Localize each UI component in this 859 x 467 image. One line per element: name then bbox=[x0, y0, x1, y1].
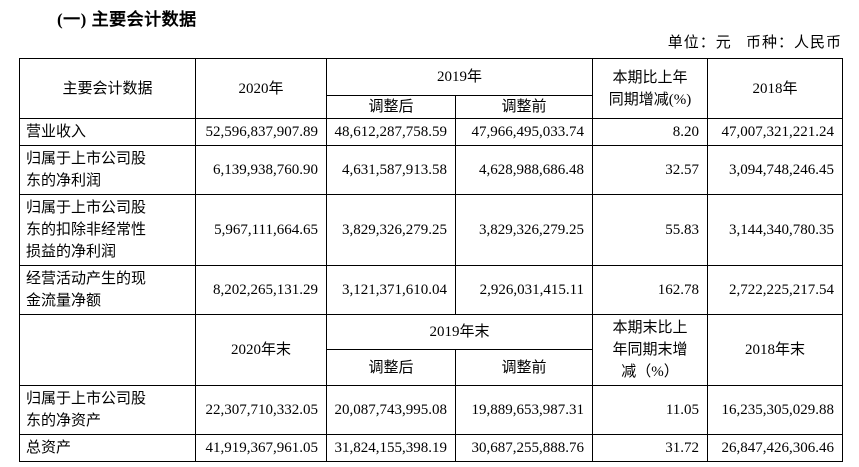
cell-2019-adjusted: 20,087,743,995.08 bbox=[326, 385, 456, 435]
header-pct-change-end: 本期末比上 年同期末增 减（%） bbox=[592, 314, 709, 386]
table-row-net-profit: 归属于上市公司股 东的净利润 6,139,938,760.90 4,631,58… bbox=[19, 145, 844, 195]
header-subrow-annual: 调整后 调整前 bbox=[20, 95, 843, 119]
cell-pct: 32.57 bbox=[592, 145, 709, 195]
cell-2019-adjusted: 4,631,587,913.58 bbox=[326, 145, 456, 195]
header-adjusted-after: 调整后 bbox=[326, 95, 456, 119]
header-adjusted-before: 调整前 bbox=[454, 95, 594, 119]
header-2019: 2019年 bbox=[325, 58, 594, 96]
cell-pct: 55.83 bbox=[592, 194, 709, 266]
table-row-net-profit-excl-nonrecurring: 归属于上市公司股 东的扣除非经常性 损益的净利润 5,967,111,664.6… bbox=[19, 194, 844, 266]
header-2018: 2018年 bbox=[707, 58, 844, 119]
row-label: 归属于上市公司股 东的净资产 bbox=[19, 385, 196, 435]
table-row-net-assets: 归属于上市公司股 东的净资产 22,307,710,332.05 20,087,… bbox=[19, 385, 844, 435]
cell-2020: 41,919,367,961.05 bbox=[195, 434, 327, 462]
row-label: 归属于上市公司股 东的净利润 bbox=[19, 145, 196, 195]
cell-2020: 22,307,710,332.05 bbox=[195, 385, 327, 435]
header-row-annual: 主要会计数据 2020年 2019年 本期比上年 同期增减(%) 2018年 bbox=[19, 58, 844, 119]
cell-pct: 162.78 bbox=[592, 265, 709, 315]
financial-data-table: 主要会计数据 2020年 2019年 本期比上年 同期增减(%) 2018年 调… bbox=[19, 58, 844, 462]
header-2018-end: 2018年末 bbox=[707, 314, 844, 386]
cell-2019-before: 47,966,495,033.74 bbox=[454, 118, 594, 146]
row-label: 归属于上市公司股 东的扣除非经常性 损益的净利润 bbox=[19, 194, 196, 266]
cell-2020: 8,202,265,131.29 bbox=[195, 265, 327, 315]
cell-pct: 8.20 bbox=[592, 118, 709, 146]
cell-2020: 6,139,938,760.90 bbox=[195, 145, 327, 195]
cell-2019-before: 2,926,031,415.11 bbox=[454, 265, 594, 315]
cell-2019-adjusted: 48,612,287,758.59 bbox=[326, 118, 456, 146]
cell-2019-adjusted: 31,824,155,398.19 bbox=[326, 434, 456, 462]
cell-2019-adjusted: 3,829,326,279.25 bbox=[326, 194, 456, 266]
cell-2020: 52,596,837,907.89 bbox=[195, 118, 327, 146]
row-label: 经营活动产生的现 金流量净额 bbox=[19, 265, 196, 315]
currency-unit-note: 单位：元 币种：人民币 bbox=[667, 35, 842, 51]
header-main-label-empty bbox=[19, 314, 196, 386]
cell-2018: 2,722,225,217.54 bbox=[707, 265, 844, 315]
header-subrow-period-end: 调整后 调整前 bbox=[20, 349, 843, 386]
table-row-operating-cash-flow: 经营活动产生的现 金流量净额 8,202,265,131.29 3,121,37… bbox=[19, 265, 844, 315]
cell-2018: 47,007,321,221.24 bbox=[707, 118, 844, 146]
cell-2019-before: 19,889,653,987.31 bbox=[454, 385, 594, 435]
header-row-period-end: 2020年末 2019年末 本期末比上 年同期末增 减（%） 2018年末 bbox=[19, 314, 844, 386]
table-row-revenue: 营业收入 52,596,837,907.89 48,612,287,758.59… bbox=[19, 118, 844, 146]
cell-2019-before: 30,687,255,888.76 bbox=[454, 434, 594, 462]
cell-pct: 11.05 bbox=[592, 385, 709, 435]
cell-2019-adjusted: 3,121,371,610.04 bbox=[326, 265, 456, 315]
row-label: 总资产 bbox=[19, 434, 196, 462]
cell-2018: 3,094,748,246.45 bbox=[707, 145, 844, 195]
section-title: (一) 主要会计数据 bbox=[57, 10, 197, 29]
cell-2020: 5,967,111,664.65 bbox=[195, 194, 327, 266]
header-pct-change: 本期比上年 同期增减(%) bbox=[592, 58, 709, 119]
cell-2019-before: 4,628,988,686.48 bbox=[454, 145, 594, 195]
cell-2018: 16,235,305,029.88 bbox=[707, 385, 844, 435]
header-main-label: 主要会计数据 bbox=[19, 58, 196, 119]
header-adjusted-after: 调整后 bbox=[326, 349, 456, 386]
table-row-total-assets: 总资产 41,919,367,961.05 31,824,155,398.19 … bbox=[19, 434, 844, 462]
header-2020-end: 2020年末 bbox=[195, 314, 327, 386]
header-adjusted-before: 调整前 bbox=[454, 349, 594, 386]
cell-2018: 3,144,340,780.35 bbox=[707, 194, 844, 266]
header-2020: 2020年 bbox=[195, 58, 327, 119]
header-2019-end: 2019年末 bbox=[325, 314, 594, 350]
cell-2019-before: 3,829,326,279.25 bbox=[454, 194, 594, 266]
row-label: 营业收入 bbox=[19, 118, 196, 146]
cell-2018: 26,847,426,306.46 bbox=[707, 434, 844, 462]
cell-pct: 31.72 bbox=[592, 434, 709, 462]
